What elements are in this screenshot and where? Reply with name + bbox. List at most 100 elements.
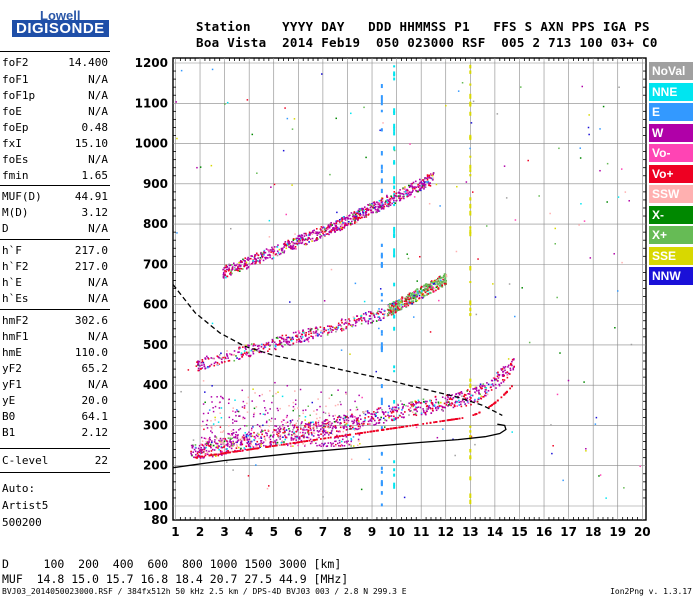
echo-point [428, 292, 431, 295]
echo-point [423, 289, 425, 291]
echo-point [349, 428, 351, 430]
echo-point [342, 329, 345, 331]
echo-point [267, 341, 270, 344]
echo-point [354, 282, 357, 285]
echo-point [381, 206, 383, 209]
echo-point [203, 437, 206, 439]
echo-point [222, 273, 225, 276]
echo-point [441, 284, 444, 287]
echo-point [419, 288, 422, 290]
echo-point [277, 409, 279, 412]
echo-point [371, 312, 373, 315]
echo-point [413, 295, 415, 297]
legend-item: X- [649, 205, 693, 224]
echo-point [275, 425, 278, 428]
echo-point [395, 308, 397, 310]
echo-point [498, 383, 500, 386]
echo-point [439, 420, 442, 423]
echo-point [288, 341, 291, 344]
logo-digisonde: DIGISONDE [12, 20, 109, 37]
echo-point [282, 436, 284, 439]
echo-point [330, 325, 333, 328]
echo-point [289, 242, 291, 245]
echo-point [282, 423, 284, 426]
echo-point [299, 242, 301, 244]
echo-point [288, 244, 291, 246]
x-tick-label: 18 [585, 525, 602, 539]
echo-point [391, 308, 393, 311]
echo-point [330, 230, 332, 233]
echo-point [263, 252, 266, 254]
echo-point [304, 419, 306, 421]
echo-point [278, 430, 280, 432]
echo-point [229, 437, 232, 440]
echo-point [412, 189, 414, 192]
echo-point [280, 443, 283, 446]
echo-point [429, 177, 432, 179]
echo-point [417, 190, 419, 193]
echo-point [510, 363, 513, 366]
echo-point [492, 384, 495, 387]
echo-point [404, 188, 406, 190]
echo-point [429, 399, 431, 402]
echo-point [419, 406, 422, 409]
echo-point [380, 311, 383, 314]
echo-point [339, 221, 342, 224]
echo-point [380, 199, 382, 202]
echo-point [614, 326, 616, 329]
echo-point [447, 419, 450, 422]
echo-point [277, 436, 280, 439]
echo-point [556, 393, 559, 396]
echo-point [250, 343, 253, 345]
echo-point [445, 274, 448, 276]
echo-point [319, 233, 322, 236]
echo-point [438, 299, 440, 302]
echo-point [298, 438, 301, 440]
echo-point [369, 430, 372, 433]
echo-point [391, 304, 394, 307]
echo-point [426, 287, 429, 290]
echo-point [336, 416, 339, 419]
echo-point [392, 312, 394, 314]
echo-point [296, 441, 299, 444]
echo-point [422, 422, 425, 425]
echo-point [256, 447, 258, 450]
echo-point [283, 251, 285, 254]
echo-point [395, 426, 398, 429]
echo-point [298, 441, 301, 444]
echo-point [309, 425, 312, 427]
echo-point [373, 204, 375, 207]
echo-point [436, 285, 439, 288]
echo-point [320, 445, 322, 448]
echo-point [263, 435, 266, 438]
echo-point [200, 368, 202, 370]
echo-point [431, 174, 434, 177]
echo-point [324, 442, 326, 445]
echo-point [231, 418, 234, 421]
echo-point [394, 409, 397, 412]
echo-point [319, 428, 322, 430]
echo-point [380, 429, 383, 431]
echo-point [350, 325, 353, 327]
echo-point [606, 201, 608, 203]
echo-point [306, 339, 309, 341]
echo-point [302, 238, 305, 240]
echo-point [405, 193, 408, 196]
echo-point [385, 419, 388, 422]
echo-point [205, 446, 207, 449]
echo-point [445, 404, 448, 406]
echo-point [369, 423, 371, 425]
echo-point [424, 291, 427, 294]
echo-point [263, 254, 265, 256]
echo-point [352, 214, 355, 217]
echo-point [355, 215, 357, 217]
y-tick-label: 300 [143, 418, 168, 432]
echo-point [397, 303, 399, 306]
echo-point [290, 421, 292, 423]
echo-point [328, 325, 331, 328]
echo-point [477, 390, 480, 392]
echo-point [464, 394, 467, 396]
echo-point [326, 334, 329, 336]
echo-point [420, 413, 423, 416]
echo-point [279, 430, 281, 432]
